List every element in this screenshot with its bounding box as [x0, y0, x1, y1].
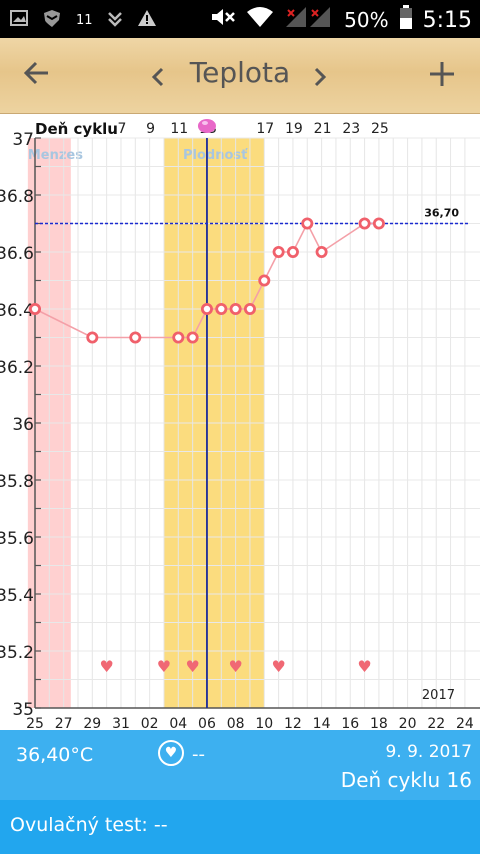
x-tick-label: 29: [83, 716, 101, 730]
x-tick-label: 18: [370, 716, 388, 730]
x-tick-label: 24: [456, 716, 474, 730]
wifi-icon: [246, 6, 274, 34]
y-tick-label: 36.4: [0, 301, 34, 321]
x-tick-label: 16: [341, 716, 359, 730]
coverline-label: 36,70: [424, 207, 459, 220]
prev-button[interactable]: [150, 62, 166, 97]
x-tick-label: 04: [169, 716, 187, 730]
temperature-line: [34, 221, 379, 339]
y-tick-label: 35.6: [0, 529, 34, 549]
y-tick-label: 36.2: [0, 358, 34, 378]
app-bar: Teplota: [0, 38, 480, 114]
cycle-day-label: 19: [285, 121, 303, 137]
y-tick-label: 37: [12, 130, 34, 150]
ovulation-test-panel[interactable]: Ovulačný test: --: [0, 800, 480, 854]
heart-marker-icon: ♥: [99, 657, 113, 676]
x-tick-label: 06: [198, 716, 216, 730]
heart-marker-icon: ♥: [271, 657, 285, 676]
ovulation-marker-highlight: [201, 121, 208, 125]
y-tick-label: 35.4: [0, 586, 34, 606]
ovulation-test-label: Ovulačný test: --: [10, 814, 168, 836]
temperature-chart[interactable]: Menzes Plodnosť 37 36.8 36.6 36.4 36.2 36 35.8 35…: [0, 114, 480, 732]
cycle-day-label: 25: [371, 121, 389, 137]
x-tick-label: 25: [26, 716, 44, 730]
cycle-day-label: 23: [342, 121, 360, 137]
x-tick-label: 08: [227, 716, 245, 730]
x-tick-label: 22: [427, 716, 445, 730]
image-icon: [10, 10, 28, 30]
cycle-day-label: 21: [314, 121, 332, 137]
x-tick-label: 12: [284, 716, 302, 730]
arrow-left-icon: [23, 61, 48, 85]
signal-icon: [284, 6, 334, 34]
temperature-point: [258, 274, 271, 287]
x-tick-label: 20: [399, 716, 417, 730]
notification-count: 11: [76, 12, 93, 28]
temperature-point: [243, 302, 256, 315]
x-tick-label: 10: [255, 716, 273, 730]
warning-icon: [137, 9, 157, 31]
ovulation-marker-icon: [197, 119, 216, 133]
heart-marker-icon: ♥: [185, 657, 199, 676]
heart-marker-icon: ♥: [228, 657, 242, 676]
y-tick-label: 36.8: [0, 187, 34, 207]
x-tick-label: 02: [141, 716, 159, 730]
x-tick-label: 14: [313, 716, 331, 730]
shield-icon: [42, 8, 62, 32]
y-tick-label: 35: [12, 700, 34, 720]
chevron-left-icon: [151, 67, 164, 87]
y-tick-label: 36.6: [0, 244, 34, 264]
x-tick-label: 27: [55, 716, 73, 730]
cycle-header-label: Deň cyklu: [35, 120, 118, 138]
cycle-day-label: 11: [170, 121, 188, 137]
temperature-point: [372, 217, 385, 230]
cycle-day-label: 7: [118, 121, 127, 137]
y-tick-label: 35.8: [0, 472, 34, 492]
battery-icon: [399, 5, 413, 35]
temperature-point: [215, 302, 228, 315]
battery-percent: 50%: [344, 8, 389, 32]
clock: 5:15: [422, 7, 472, 33]
x-tick-label: 31: [112, 716, 130, 730]
back-button[interactable]: [22, 58, 52, 96]
temperature-point: [229, 302, 242, 315]
heart-marker-icon: ♥: [357, 657, 371, 676]
heart-value: --: [192, 744, 205, 765]
temperature-point: [301, 217, 314, 230]
heart-marker-icon: ♥: [157, 657, 171, 676]
temperature-point: [286, 245, 299, 258]
temperature-value: 36,40°C: [16, 744, 94, 766]
page-title: Teplota: [189, 56, 291, 89]
chart-svg: Menzes Plodnosť 37 36.8 36.6 36.4 36.2 36 35.8 35…: [0, 119, 480, 732]
zone-label: Plodnosť: [183, 148, 248, 163]
temperature-point: [28, 302, 41, 315]
mute-icon: [210, 6, 236, 34]
info-panel: 36,40°C ♥ -- 9. 9. 2017 Deň cyklu 16: [0, 730, 480, 800]
next-button[interactable]: [312, 62, 328, 97]
temperature-point: [86, 331, 99, 344]
status-bar: 11 50% 5:15: [0, 0, 480, 38]
cycle-day-label: 17: [256, 121, 274, 137]
temperature-point: [129, 331, 142, 344]
temperature-point: [358, 217, 371, 230]
heart-icon[interactable]: ♥: [158, 740, 184, 766]
y-tick-label: 35.2: [0, 643, 34, 663]
year-label: 2017: [422, 688, 455, 703]
cycle-day-label: 9: [146, 121, 155, 137]
zone-label: Menzes: [28, 148, 83, 163]
temperature-point: [315, 245, 328, 258]
temperature-point: [186, 331, 199, 344]
temperature-point: [272, 245, 285, 258]
y-tick-label: 36: [12, 415, 34, 435]
cycle-day-label: Deň cyklu 16: [340, 768, 472, 792]
download-icon: [107, 9, 123, 31]
plus-icon: [430, 62, 454, 86]
add-button[interactable]: [428, 60, 456, 96]
temperature-point: [200, 302, 213, 315]
selected-date: 9. 9. 2017: [385, 742, 472, 762]
chevron-right-icon: [314, 67, 327, 87]
temperature-point: [172, 331, 185, 344]
